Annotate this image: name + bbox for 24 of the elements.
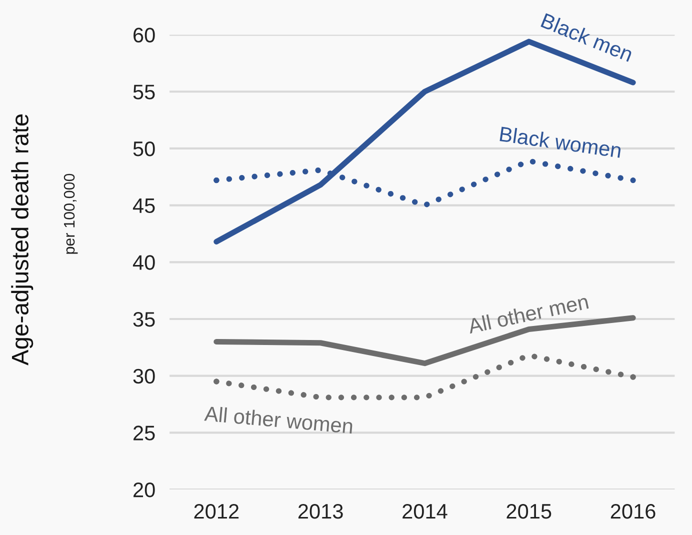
text: per 100,000 [64,174,78,254]
x-tick-label: 2013 [298,504,343,519]
point [630,178,636,184]
x-tick-label: 2012 [194,504,239,519]
point [630,374,636,380]
y-tick-label: 20 [134,482,155,498]
y-tick-label: 50 [133,141,155,156]
text: All other men [466,294,589,334]
x-tick-label: 2014 [402,504,448,519]
text: Black women [500,126,622,158]
y-tick-label: 35 [133,312,155,327]
series-label: All other women [204,406,353,434]
y-tick-label: 60 [134,28,155,43]
y-tick-label: 25 [134,426,155,440]
point [214,178,220,184]
y-tick-label: 45 [132,198,155,214]
x-tick-label: 2016 [610,504,656,519]
point [214,378,220,384]
y-tick-label: 55 [133,84,155,100]
y-axis-title: Age-adjusted death rate [11,114,34,366]
text: Black men [540,12,634,62]
x-tick-label: 2015 [506,504,552,519]
y-tick-label: 40 [132,255,155,270]
y-tick-label: 30 [133,368,155,384]
